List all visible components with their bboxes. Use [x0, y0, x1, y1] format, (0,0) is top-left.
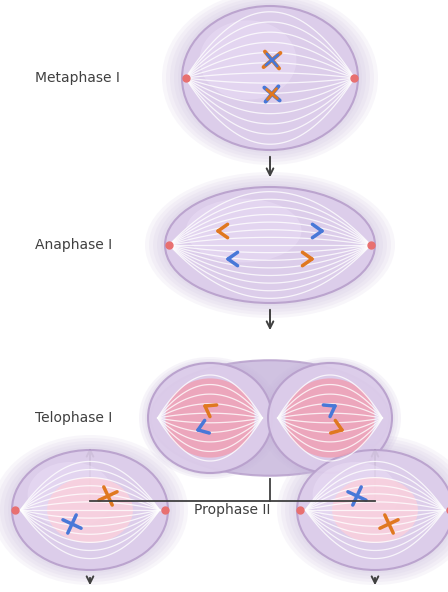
Text: Metaphase I: Metaphase I: [35, 71, 120, 85]
Ellipse shape: [281, 438, 448, 582]
Ellipse shape: [285, 441, 448, 579]
Text: Anaphase I: Anaphase I: [35, 238, 112, 252]
Ellipse shape: [4, 444, 176, 576]
Ellipse shape: [139, 357, 281, 479]
Ellipse shape: [148, 363, 272, 473]
Ellipse shape: [142, 359, 278, 477]
Ellipse shape: [200, 20, 297, 99]
Ellipse shape: [332, 477, 418, 543]
Ellipse shape: [186, 198, 302, 262]
Ellipse shape: [293, 447, 448, 573]
Ellipse shape: [28, 462, 113, 528]
Ellipse shape: [313, 462, 398, 528]
Ellipse shape: [262, 359, 398, 477]
Ellipse shape: [178, 3, 362, 153]
Ellipse shape: [0, 441, 180, 579]
Ellipse shape: [145, 361, 275, 475]
Ellipse shape: [165, 187, 375, 303]
Text: Prophase II: Prophase II: [194, 503, 271, 517]
Ellipse shape: [157, 181, 383, 309]
Ellipse shape: [259, 357, 401, 479]
Ellipse shape: [277, 435, 448, 585]
Ellipse shape: [0, 438, 184, 582]
Ellipse shape: [161, 184, 379, 306]
Ellipse shape: [12, 450, 168, 570]
Ellipse shape: [153, 178, 387, 312]
Text: Telophase I: Telophase I: [35, 411, 112, 425]
Ellipse shape: [289, 444, 448, 576]
Ellipse shape: [162, 0, 378, 165]
Ellipse shape: [268, 363, 392, 473]
Ellipse shape: [174, 0, 366, 156]
Ellipse shape: [149, 175, 391, 315]
Ellipse shape: [151, 361, 390, 476]
Ellipse shape: [166, 0, 374, 162]
Ellipse shape: [285, 378, 375, 458]
Ellipse shape: [170, 0, 370, 159]
Ellipse shape: [297, 450, 448, 570]
Ellipse shape: [265, 361, 395, 475]
Ellipse shape: [165, 378, 254, 458]
Ellipse shape: [145, 172, 395, 318]
Ellipse shape: [8, 447, 172, 573]
Ellipse shape: [0, 435, 188, 585]
Ellipse shape: [47, 477, 133, 543]
Ellipse shape: [182, 6, 358, 150]
